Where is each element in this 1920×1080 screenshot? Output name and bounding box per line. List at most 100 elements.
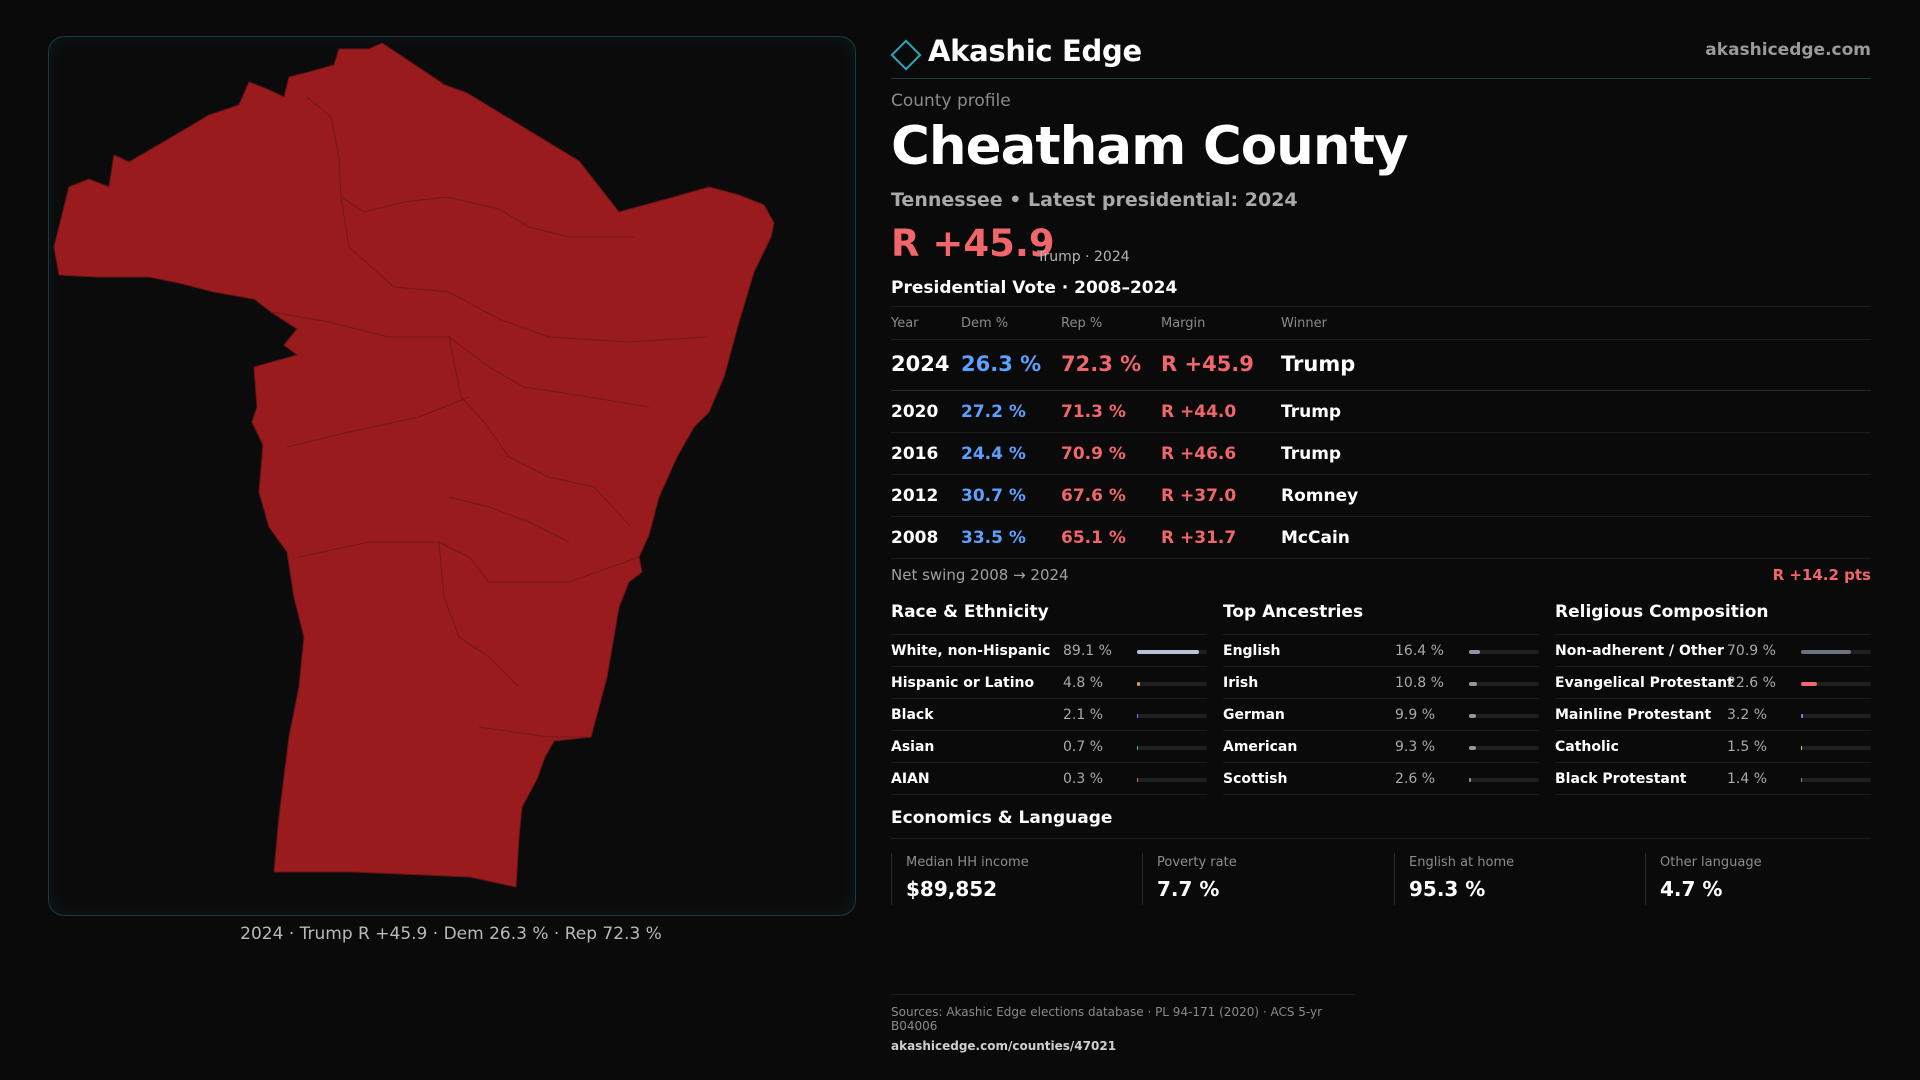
list-item: American 9.3 %: [1223, 731, 1539, 763]
header-dem: Dem %: [961, 316, 1009, 331]
cell-margin: R +37.0: [1161, 486, 1237, 506]
cell-rep: 70.9 %: [1061, 444, 1126, 464]
profile-label: County profile: [891, 91, 1011, 111]
stat-bar: [1137, 682, 1207, 686]
cell-winner: Romney: [1281, 486, 1359, 506]
stat-name: Evangelical Protestant: [1555, 675, 1734, 691]
list-item: Hispanic or Latino 4.8 %: [891, 667, 1207, 699]
econ-english-at-home: English at home 95.3 %: [1394, 853, 1643, 905]
stat-bar: [1801, 714, 1871, 718]
stat-bar-fill: [1469, 682, 1477, 686]
stat-bar-fill: [1469, 778, 1471, 782]
county-map-panel: [48, 36, 856, 916]
list-item: Black Protestant 1.4 %: [1555, 763, 1871, 795]
diamond-logo-icon: [890, 39, 922, 71]
stat-bar: [1801, 650, 1871, 654]
stat-bar: [1801, 682, 1871, 686]
religion-section-title: Religious Composition: [1555, 602, 1871, 635]
list-item: White, non-Hispanic 89.1 %: [891, 635, 1207, 667]
stat-name: Black Protestant: [1555, 771, 1687, 787]
net-swing-value: R +14.2 pts: [1772, 566, 1871, 584]
stat-name: American: [1223, 739, 1298, 755]
stat-name: White, non-Hispanic: [891, 643, 1051, 659]
cell-rep: 72.3 %: [1061, 352, 1142, 376]
stat-percent: 1.4 %: [1727, 771, 1768, 787]
econ-poverty-rate: Poverty rate 7.7 %: [1142, 853, 1391, 905]
net-swing-label: Net swing 2008 → 2024: [891, 566, 1069, 584]
stat-bar: [1137, 650, 1207, 654]
stat-name: Black: [891, 707, 934, 723]
table-row: 2020 27.2 % 71.3 % R +44.0 Trump: [891, 391, 1871, 433]
cell-year: 2012: [891, 486, 939, 506]
brand-name: Akashic Edge: [928, 34, 1142, 68]
stat-percent: 0.7 %: [1063, 739, 1104, 755]
list-item: AIAN 0.3 %: [891, 763, 1207, 795]
econ-value: 95.3 %: [1409, 877, 1486, 901]
stat-bar-fill: [1137, 778, 1139, 782]
stat-bar-fill: [1801, 714, 1804, 718]
precinct-lines: [270, 96, 708, 738]
cell-year: 2008: [891, 528, 939, 548]
cell-dem: 26.3 %: [961, 352, 1042, 376]
cell-winner: Trump: [1281, 444, 1342, 464]
cell-dem: 30.7 %: [961, 486, 1026, 506]
cell-winner: Trump: [1281, 402, 1342, 422]
econ-label: English at home: [1409, 855, 1515, 870]
stat-bar-fill: [1801, 682, 1817, 686]
religion-section: Religious Composition Non-adherent / Oth…: [1555, 602, 1871, 795]
county-map: [53, 42, 775, 888]
stat-percent: 3.2 %: [1727, 707, 1768, 723]
stat-percent: 16.4 %: [1395, 643, 1444, 659]
stat-bar: [1469, 714, 1539, 718]
econ-label: Other language: [1660, 855, 1762, 870]
stat-name: Mainline Protestant: [1555, 707, 1712, 723]
brand-url[interactable]: akashicedge.com: [1705, 40, 1871, 60]
stat-percent: 0.3 %: [1063, 771, 1104, 787]
list-item: Scottish 2.6 %: [1223, 763, 1539, 795]
cell-year: 2016: [891, 444, 939, 464]
list-item: Mainline Protestant 3.2 %: [1555, 699, 1871, 731]
list-item: German 9.9 %: [1223, 699, 1539, 731]
map-caption: 2024 · Trump R +45.9 · Dem 26.3 % · Rep …: [240, 924, 662, 944]
stat-name: German: [1223, 707, 1285, 723]
cell-rep: 67.6 %: [1061, 486, 1126, 506]
header-rep: Rep %: [1061, 316, 1103, 331]
sources-link[interactable]: akashicedge.com/counties/47021: [891, 1039, 1117, 1053]
cell-rep: 71.3 %: [1061, 402, 1126, 422]
header-margin: Margin: [1161, 316, 1206, 331]
stat-bar-fill: [1137, 682, 1141, 686]
stat-name: Catholic: [1555, 739, 1619, 755]
county-outline: [53, 42, 775, 888]
stat-bar-fill: [1469, 714, 1476, 718]
econ-other-language: Other language 4.7 %: [1645, 853, 1894, 905]
cell-margin: R +44.0: [1161, 402, 1237, 422]
cell-year: 2024: [891, 352, 950, 376]
stat-percent: 22.6 %: [1727, 675, 1776, 691]
stat-percent: 2.6 %: [1395, 771, 1436, 787]
list-item: Asian 0.7 %: [891, 731, 1207, 763]
ancestry-section: Top Ancestries English 16.4 % Irish 10.8 %…: [1223, 602, 1539, 795]
list-item: Non-adherent / Other 70.9 %: [1555, 635, 1871, 667]
stat-bar-fill: [1469, 746, 1476, 750]
list-item: Irish 10.8 %: [1223, 667, 1539, 699]
stat-bar: [1137, 746, 1207, 750]
list-item: Catholic 1.5 %: [1555, 731, 1871, 763]
vote-section-title: Presidential Vote · 2008–2024: [891, 278, 1178, 298]
stat-name: Asian: [891, 739, 935, 755]
vote-table: Year Dem % Rep % Margin Winner 2024 26.3…: [891, 306, 1871, 559]
cell-margin: R +45.9: [1161, 352, 1254, 376]
list-item: Black 2.1 %: [891, 699, 1207, 731]
sources-text: Sources: Akashic Edge elections database…: [891, 1005, 1323, 1033]
race-section: Race & Ethnicity White, non-Hispanic 89.1…: [891, 602, 1207, 795]
stat-name: AIAN: [891, 771, 930, 787]
econ-value: 4.7 %: [1660, 877, 1723, 901]
stat-name: Irish: [1223, 675, 1259, 691]
economics-section-title: Economics & Language: [891, 808, 1871, 839]
race-section-title: Race & Ethnicity: [891, 602, 1207, 635]
stat-bar-fill: [1469, 650, 1481, 654]
cell-dem: 24.4 %: [961, 444, 1026, 464]
stat-bar: [1801, 746, 1871, 750]
header-winner: Winner: [1281, 316, 1328, 331]
stat-percent: 1.5 %: [1727, 739, 1768, 755]
headline-margin: R +45.9: [891, 222, 1055, 265]
